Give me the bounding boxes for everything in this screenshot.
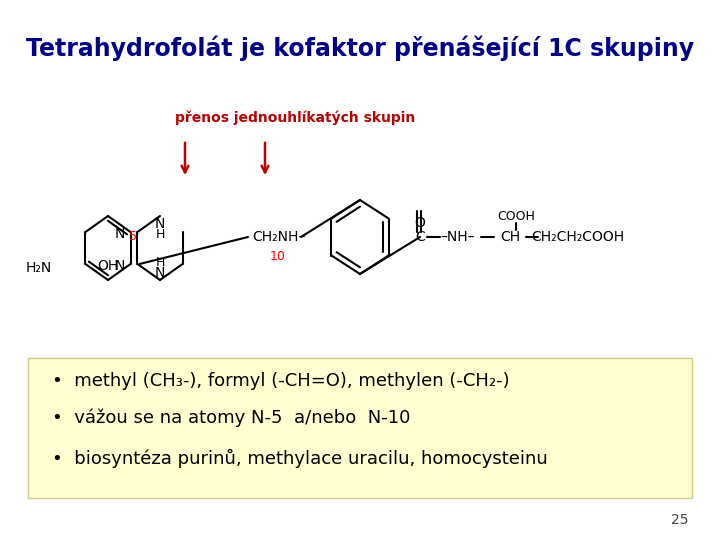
Text: –NH–: –NH– xyxy=(441,230,475,244)
Text: H: H xyxy=(156,227,165,240)
Bar xyxy=(28,358,692,498)
Text: •  methyl (CH₃-), formyl (-CH=O), methylen (-CH₂-): • methyl (CH₃-), formyl (-CH=O), methyle… xyxy=(52,372,510,390)
Text: CH: CH xyxy=(500,230,520,244)
Text: Tetrahydrofolát je kofaktor přenášející 1C skupiny: Tetrahydrofolát je kofaktor přenášející … xyxy=(26,35,694,60)
Text: H: H xyxy=(156,255,165,268)
Text: OH: OH xyxy=(97,259,119,273)
Text: N: N xyxy=(155,217,165,231)
Text: O: O xyxy=(415,216,426,230)
Text: 25: 25 xyxy=(671,513,689,527)
Text: N: N xyxy=(155,266,165,280)
Text: přenos jednouhlíkatých skupin: přenos jednouhlíkatých skupin xyxy=(175,111,415,125)
Text: 10: 10 xyxy=(270,251,286,264)
Text: CH₂CH₂COOH: CH₂CH₂COOH xyxy=(531,230,624,244)
Text: H₂N: H₂N xyxy=(26,261,52,275)
Text: CH₂NH–: CH₂NH– xyxy=(252,230,305,244)
Text: •  biosyntéza purinů, methylace uracilu, homocysteinu: • biosyntéza purinů, methylace uracilu, … xyxy=(52,448,548,468)
Text: C: C xyxy=(415,230,425,244)
Text: COOH: COOH xyxy=(497,211,535,224)
Text: •  vážou se na atomy N-5  a/nebo  N-10: • vážou se na atomy N-5 a/nebo N-10 xyxy=(52,409,410,427)
Text: N: N xyxy=(114,227,125,241)
Text: N: N xyxy=(114,259,125,273)
Text: 5: 5 xyxy=(130,230,138,242)
